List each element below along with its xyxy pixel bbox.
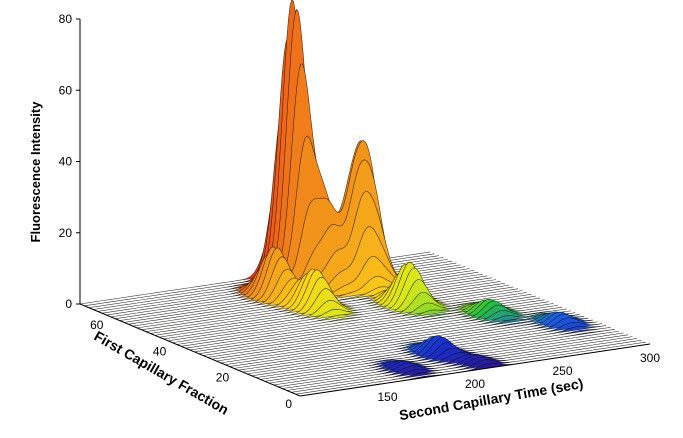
y-tick-label: 40 [153, 344, 167, 358]
axes [76, 18, 651, 397]
surface-slice [207, 300, 558, 358]
surface-slice [220, 310, 571, 364]
z-tick-label: 60 [59, 83, 73, 97]
x-tick-label: 150 [377, 390, 397, 404]
x-tick-label: 300 [640, 351, 660, 365]
surface-slice [211, 304, 563, 360]
surface-slice [282, 336, 633, 389]
surface-slice [238, 311, 589, 371]
z-tick-label: 0 [65, 297, 72, 311]
y-axis-line [79, 303, 301, 397]
y-axis-label: First Capillary Fraction [91, 328, 231, 418]
tick-labels: 0 20 40 60 80 0 20 40 60 150 200 250 300 [59, 12, 661, 411]
surface-slice [167, 261, 519, 342]
surface-slice [273, 332, 624, 386]
surface-slice [225, 312, 576, 365]
surface-slice [172, 267, 523, 343]
z-tick-label: 20 [59, 226, 73, 240]
x-tick-label: 200 [465, 377, 485, 391]
x-axis-label: Second Capillary Time (sec) [398, 375, 584, 423]
surface-slice [286, 338, 637, 391]
surface-slice [163, 263, 514, 340]
surface-slice [216, 308, 567, 362]
y-tick-label: 0 [285, 397, 292, 411]
surface-slice [176, 279, 527, 345]
z-tick-label: 80 [59, 12, 73, 26]
surface-slice [181, 292, 532, 347]
y-tick-label: 20 [216, 371, 230, 385]
z-tick-label: 40 [59, 155, 73, 169]
surface-plot [79, 0, 651, 397]
surface-slice [291, 340, 642, 393]
z-axis-label: Fluorescence Intensity [28, 101, 43, 243]
x-axis-line [299, 343, 651, 397]
y-tick-label: 60 [90, 318, 104, 332]
surface-slice [295, 341, 646, 395]
x-tick-label: 250 [552, 364, 572, 378]
